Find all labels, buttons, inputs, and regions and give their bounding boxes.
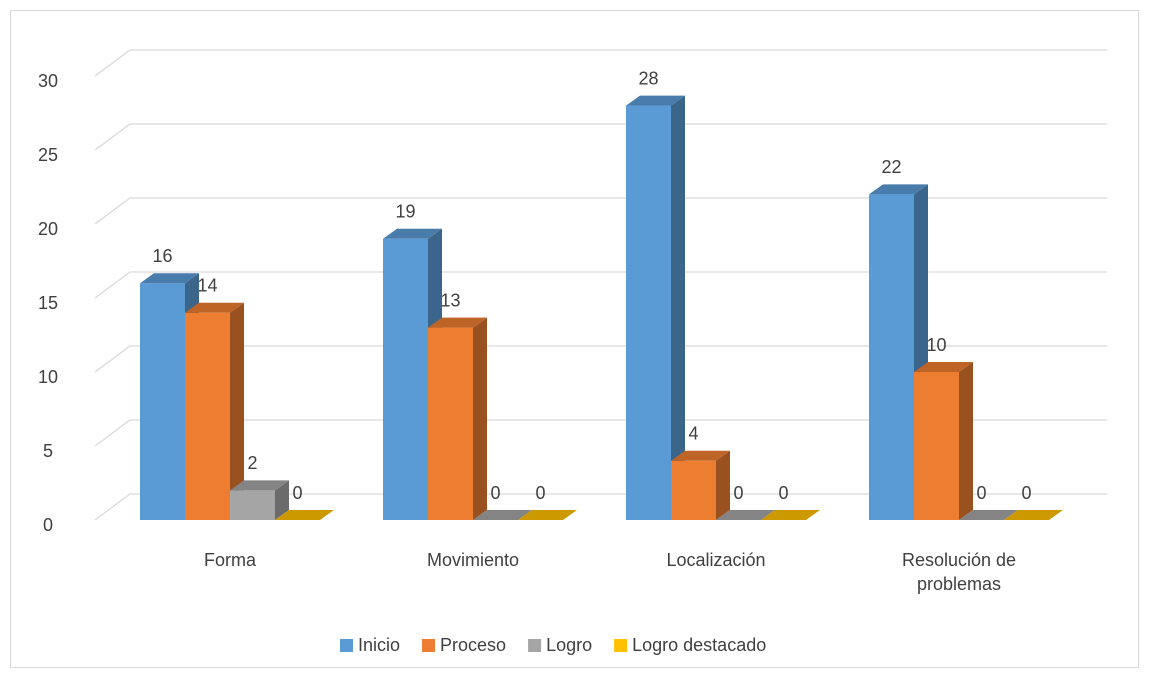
y-tick-label: 5 [43,441,53,461]
bar-side [716,450,730,520]
data-label: 19 [395,202,415,222]
data-label: 0 [976,483,986,503]
bar [473,510,532,520]
bar-front [869,194,914,520]
data-label: 28 [638,68,658,88]
bar-top [230,480,289,491]
bar-front [914,372,959,520]
data-label: 2 [247,453,257,473]
data-label: 0 [292,483,302,503]
bar [869,184,928,520]
bar-side [230,302,244,520]
bar-side [473,317,487,520]
data-label: 16 [152,246,172,266]
bar-top [959,510,1018,520]
bar-front [230,490,275,520]
x-tick-label: Resolución de problemas [901,550,1017,594]
bar-top [185,302,244,313]
data-label: 0 [778,483,788,503]
bar-top [473,510,532,520]
bar-top [671,450,730,461]
bar-side [275,480,289,520]
legend-swatch [528,639,542,652]
grid-line [94,271,1107,299]
bar-top [275,510,334,520]
bar-top [716,510,775,520]
bar-side [671,95,685,520]
legend-label: Logro [546,635,592,655]
data-label: 0 [535,483,545,503]
bar [671,450,730,520]
bar [959,510,1018,520]
bar-front [185,312,230,520]
data-label: 22 [881,157,901,177]
legend-label: Inicio [358,635,400,655]
bar [518,510,577,520]
bar-top [626,95,685,106]
bar-top [383,228,442,239]
bar [914,362,973,520]
bar-front [428,327,473,520]
bar [428,317,487,520]
data-label: 0 [1021,483,1031,503]
data-label: 0 [733,483,743,503]
legend-label: Logro destacado [632,635,766,655]
grid-line [94,493,1107,521]
bar [1004,510,1063,520]
bar-top [518,510,577,520]
y-tick-label: 15 [38,293,58,313]
bar-top [1004,510,1063,520]
bar [761,510,820,520]
bar [716,510,775,520]
data-label: 10 [926,335,946,355]
x-tick-label: Movimiento [426,550,520,570]
bar [626,95,685,520]
grid-line [94,49,1107,77]
bar-front [383,238,428,521]
data-label: 4 [688,424,698,444]
bar [230,480,289,520]
bar-top [914,362,973,372]
bar-top [869,184,928,195]
data-label: 14 [197,276,217,296]
x-tick-label: Localización [666,550,766,570]
y-tick-label: 20 [38,219,58,239]
grid-line [94,419,1107,447]
legend-swatch [422,639,436,652]
y-tick-label: 25 [38,145,58,165]
data-label: 13 [440,290,460,310]
grid-line [94,123,1107,151]
bar-front [626,105,671,520]
x-tick-label: Forma [203,550,256,570]
legend-swatch [340,639,353,652]
legend-swatch [614,639,628,652]
chart-border [10,10,1139,668]
bar-top [140,273,199,284]
y-tick-label: 30 [38,71,58,91]
y-tick-label: 10 [38,367,58,387]
legend-label: Proceso [440,635,506,655]
grid-line [94,345,1107,373]
bar-front [140,283,185,520]
bar [185,302,244,520]
bar-front [671,460,716,520]
bar-top [428,317,487,328]
bar [275,510,334,520]
y-tick-label: 0 [43,515,53,535]
bar-side [959,362,973,520]
grid-line [94,197,1107,225]
data-label: 0 [490,483,500,503]
bar-top [761,510,820,520]
